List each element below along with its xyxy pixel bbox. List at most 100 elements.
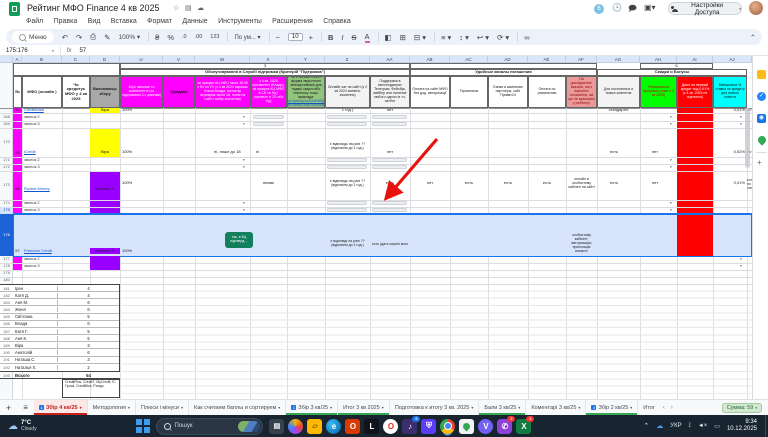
cell-value[interactable]: ні, лише до 18: [214, 150, 241, 155]
purple-app-icon[interactable]: ♪ 0: [402, 415, 421, 434]
shield-app-icon[interactable]: ⛨: [421, 418, 437, 434]
weather-widget[interactable]: ☁ 7°C Cloudy: [0, 420, 45, 432]
wrap-button[interactable]: ↩ ▾: [476, 32, 490, 42]
v-align-button[interactable]: ↕ ▾: [459, 32, 469, 42]
dropdown-icon[interactable]: ▾: [670, 122, 672, 126]
font-select[interactable]: По ум... ▾: [234, 34, 261, 41]
dropdown-chip[interactable]: [327, 165, 367, 169]
col-header-aa[interactable]: AA: [370, 56, 410, 63]
row-header[interactable]: 169: [3, 121, 10, 127]
dropdown-icon[interactable]: ▾: [243, 208, 245, 212]
cell-value[interactable]: ні: [256, 150, 260, 155]
tab-itog-cut[interactable]: Итог: [643, 404, 655, 411]
text-color-button[interactable]: A: [364, 31, 370, 43]
col-header-ab[interactable]: AB: [410, 56, 450, 63]
tab-itog-3kv[interactable]: Итог 3 кв 2025 ▾: [338, 400, 390, 415]
addons-plus-icon[interactable]: +: [757, 158, 762, 167]
share-button[interactable]: Настройки Доступа ▾: [668, 2, 742, 16]
fill-color-button[interactable]: ◧: [384, 32, 392, 42]
dropdown-icon[interactable]: ▾: [740, 257, 742, 261]
dropdown-chip[interactable]: [327, 201, 367, 205]
menu-data[interactable]: Данные: [182, 18, 208, 25]
col-header-ag[interactable]: AG: [597, 56, 640, 63]
taskview-icon[interactable]: ▤: [269, 418, 285, 434]
cell-value[interactable]: нет: [651, 181, 659, 186]
paint-format-button[interactable]: ✎: [104, 32, 111, 42]
col-header-ac[interactable]: AC: [450, 56, 488, 63]
font-size-input[interactable]: 10: [287, 33, 303, 41]
dropdown-chip[interactable]: [372, 208, 407, 212]
percent-button[interactable]: %: [167, 32, 175, 42]
dropdown-icon[interactable]: ▾: [740, 122, 742, 126]
language-indicator[interactable]: УКР: [670, 423, 682, 429]
col-header-z[interactable]: Z: [325, 56, 370, 63]
row-header[interactable]: 193: [3, 372, 10, 378]
row-header[interactable]: 179: [3, 270, 10, 276]
cell-value[interactable]: есть: [609, 150, 619, 155]
tray-expand-icon[interactable]: ⌃: [643, 423, 650, 430]
menu-tools[interactable]: Инструменты: [218, 18, 262, 25]
status-chip-green[interactable]: так, в КЦ підтверд…: [225, 232, 253, 248]
col-header-c[interactable]: C: [62, 56, 90, 63]
extension-icon[interactable]: 6: [594, 4, 604, 14]
mfo-link[interactable]: Rocket Money: [24, 187, 50, 192]
row-header[interactable]: 191: [3, 357, 10, 363]
tab-komentari-3kv[interactable]: Коментарі 3 кв/25 ▾: [526, 400, 587, 415]
menu-file[interactable]: Файл: [26, 18, 44, 25]
doc-title[interactable]: Рейтинг МФО Finance 4 кв 2025: [27, 3, 160, 13]
menu-insert[interactable]: Вставка: [110, 18, 137, 25]
volume-muted-icon[interactable]: ◄×: [697, 423, 708, 429]
battery-icon[interactable]: ▭: [714, 423, 720, 430]
col-header-d[interactable]: D: [90, 56, 120, 63]
menu-format[interactable]: Формат: [147, 18, 173, 25]
viber-icon[interactable]: V: [478, 418, 494, 434]
row-header[interactable]: 187: [3, 328, 10, 334]
dropdown-chip[interactable]: [372, 115, 407, 119]
cloud-status-icon[interactable]: ☁: [197, 5, 204, 12]
dropdown-chip[interactable]: [253, 115, 284, 119]
row-header[interactable]: 189: [3, 342, 10, 348]
name-box-dropdown-icon[interactable]: ▾: [52, 48, 54, 53]
borders-button[interactable]: ⊞: [399, 32, 406, 42]
menu-help[interactable]: Справка: [323, 18, 351, 25]
undo-button[interactable]: ↶: [61, 32, 68, 42]
dropdown-icon[interactable]: ▾: [670, 165, 672, 169]
search-highlight-thumbnail[interactable]: [238, 420, 261, 432]
all-sheets-button[interactable]: ≡: [23, 403, 28, 412]
tab-metodologia[interactable]: Методология ▾: [88, 400, 137, 415]
row-header[interactable]: 168: [3, 113, 10, 119]
row-header[interactable]: 178: [3, 263, 10, 269]
phone-link-icon[interactable]: ✆ 2: [497, 415, 516, 434]
row-header[interactable]: 184: [3, 307, 10, 313]
menu-view[interactable]: Вид: [87, 18, 101, 25]
col-header-x[interactable]: X: [250, 56, 287, 63]
col-header-y[interactable]: Y: [287, 56, 325, 63]
star-icon[interactable]: ☆: [173, 5, 180, 12]
edge-icon[interactable]: e: [326, 418, 342, 434]
dropdown-icon[interactable]: ▾: [670, 115, 672, 119]
col-header-u[interactable]: U: [120, 56, 163, 63]
col-header-ae[interactable]: AE: [528, 56, 566, 63]
merge-cells-button[interactable]: ⊟ ▾: [413, 32, 427, 42]
dropdown-chip[interactable]: [372, 165, 407, 169]
dropdown-chip[interactable]: [372, 158, 407, 162]
dropdown-icon[interactable]: ▾: [243, 115, 245, 119]
col-header-ad[interactable]: AD: [488, 56, 528, 63]
tasks-icon[interactable]: ✓: [757, 92, 766, 101]
tab-baly-3kv[interactable]: Бали 3 кв/25 ▾: [479, 400, 527, 415]
mfo-link[interactable]: iCredit: [24, 150, 36, 155]
start-button[interactable]: [135, 419, 150, 434]
row-header[interactable]: 192: [3, 364, 10, 370]
dropdown-icon[interactable]: ▾: [243, 158, 245, 162]
row-header[interactable]: 183: [3, 299, 10, 305]
copilot-icon[interactable]: [288, 418, 304, 434]
row-header[interactable]: 185: [3, 314, 10, 320]
chrome-icon[interactable]: [440, 418, 456, 434]
row-header[interactable]: 170: [3, 139, 10, 145]
mfo-link[interactable]: Freedom Credit: [24, 249, 52, 254]
onedrive-icon[interactable]: ☁: [656, 423, 664, 430]
collapse-toolbar-icon[interactable]: ⌃: [749, 32, 756, 42]
feedback-link-1[interactable]: https://prst.su/uvGJsFdBQsO: [287, 98, 325, 103]
wifi-icon[interactable]: ⟟: [688, 422, 691, 429]
dropdown-icon[interactable]: ▾: [243, 201, 245, 205]
